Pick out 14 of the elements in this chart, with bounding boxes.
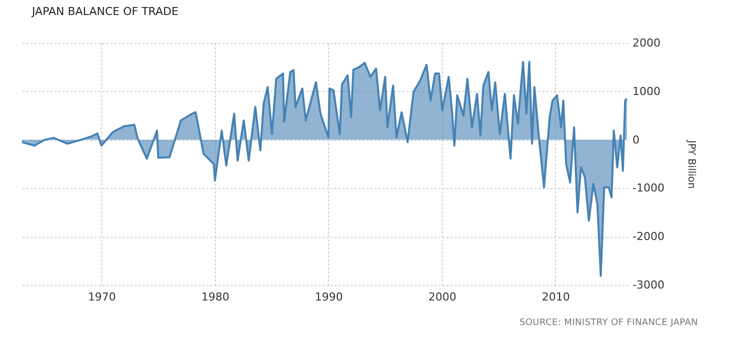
y-tick-label: -2000 [632, 230, 664, 244]
x-tick-label: 2000 [428, 290, 456, 304]
source-note: SOURCE: MINISTRY OF FINANCE JAPAN [519, 318, 698, 328]
x-tick-label: 1980 [201, 290, 230, 304]
y-tick-label: 0 [632, 133, 640, 146]
x-tick-label: 1970 [88, 290, 116, 304]
x-tick-label: 1990 [314, 290, 343, 304]
x-tick-label: 2010 [542, 290, 570, 304]
y-tick-label: -1000 [632, 182, 664, 195]
y-tick-label: 2000 [632, 36, 660, 50]
y-tick-label: 1000 [632, 84, 660, 98]
y-tick-label: -3000 [632, 278, 664, 292]
y-axis-title: JPY Billion [685, 139, 696, 189]
chart-title: JAPAN BALANCE OF TRADE [31, 5, 178, 18]
